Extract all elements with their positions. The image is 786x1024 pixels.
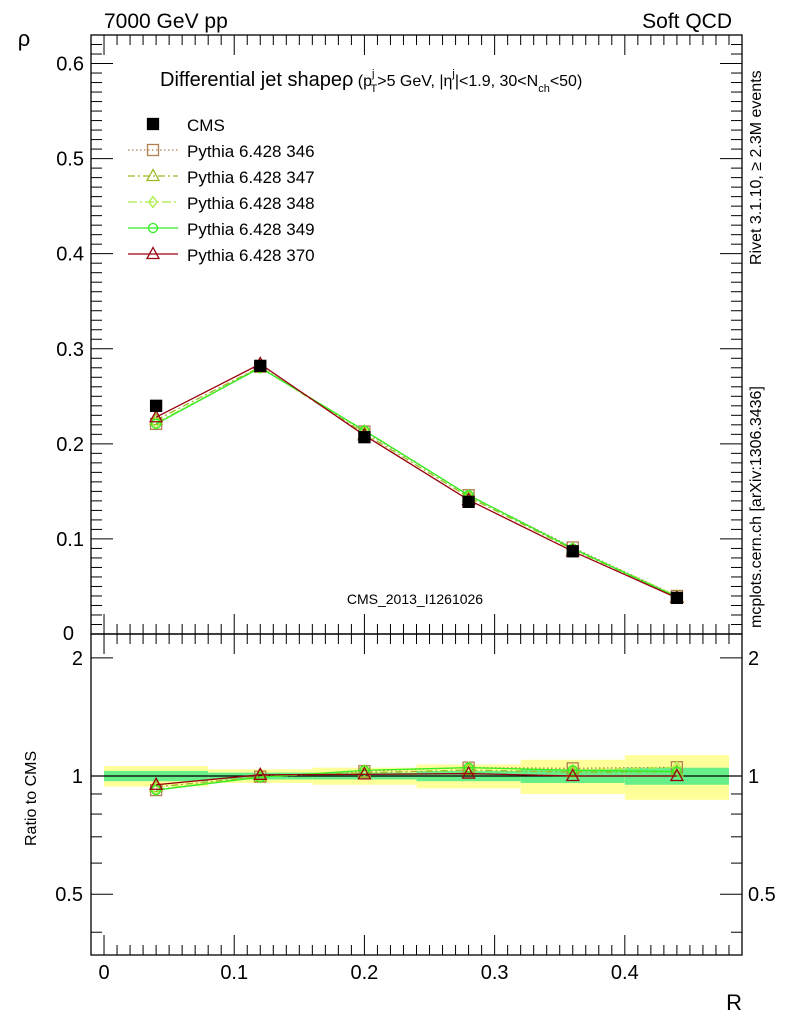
series-line (155, 366, 678, 598)
series-line (155, 363, 678, 599)
y-tick-label: 0.1 (56, 529, 84, 551)
source-label: mcplots.cern.ch [arXiv:1306.3436] (748, 386, 765, 628)
ratio-point (566, 762, 579, 775)
title-pt-sup: j (371, 68, 374, 80)
ratio-point (669, 768, 684, 782)
ratio-tick-label: 2 (72, 648, 83, 670)
header-right: Soft QCD (642, 10, 732, 33)
y-axis-label: ρ (18, 26, 31, 51)
ratio-lines (149, 760, 684, 797)
y-tick-label: 0 (63, 623, 74, 645)
legend-marker (145, 246, 161, 260)
ratio-point (253, 766, 268, 780)
data-point (566, 545, 579, 558)
legend-label: Pythia 6.428 370 (187, 246, 315, 265)
title-n-sub: ch (538, 83, 550, 95)
ratio-tick-label: 2 (748, 648, 759, 670)
ratio-line (156, 769, 677, 788)
watermark: CMS_2013_I1261026 (347, 591, 483, 607)
title-eta-sup: j (451, 68, 454, 80)
legend-marker (146, 117, 160, 131)
series-line (155, 367, 678, 598)
ratio-tick-label: 0.5 (748, 884, 776, 906)
title-rho: ρ (342, 69, 353, 91)
y-tick-label: 0.5 (56, 149, 84, 171)
y-tick-label: 0.3 (56, 339, 84, 361)
main-lines (149, 356, 684, 605)
ratio-point (567, 765, 578, 776)
title-eta: η (444, 73, 453, 90)
title-pt-cut: >5 GeV, | (377, 73, 443, 90)
series-point (150, 418, 162, 430)
ratio-axis-label: Ratio to CMS (23, 751, 40, 846)
ratio-tick-label: 1 (748, 766, 759, 788)
ratio-point (357, 766, 372, 780)
x-tick-label: 0.3 (481, 962, 509, 984)
data-point (462, 495, 475, 508)
header-left: 7000 GeV pp (104, 10, 228, 33)
legend: CMS Pythia 6.428 346 Pythia 6.428 347 Pythi… (128, 116, 315, 265)
title-eta-cut: |<1.9, 30<N (455, 73, 538, 90)
ratio-tick-label: 0.5 (55, 884, 83, 906)
title-pt-sub: T (370, 83, 377, 95)
legend-label: Pythia 6.428 349 (187, 220, 315, 239)
ratio-point (565, 768, 580, 782)
data-point (670, 591, 684, 605)
title-close: <50) (550, 73, 582, 90)
axes: 0.1 0.2 0.3 0.4 0.5 0.6 0 0.5 0.5 1 1 2 2 0 0.1 0.2 0.3 0… (55, 34, 776, 984)
ratio-line (156, 766, 677, 791)
legend-label: Pythia 6.428 348 (187, 194, 315, 213)
legend-marker (148, 195, 158, 209)
y-tick-label: 0.2 (56, 434, 84, 456)
y-tick-label: 0.4 (56, 244, 84, 266)
data-point (358, 431, 371, 444)
ratio-point (463, 762, 474, 773)
x-tick-label: 0 (98, 962, 109, 984)
ratio-tick-label: 1 (72, 766, 83, 788)
ratio-line (156, 772, 677, 786)
series-point (149, 409, 164, 423)
chart-title: Differential jet shapeρ (pj T>5 GeV, |ηj|… (160, 68, 582, 95)
legend-label: Pythia 6.428 347 (187, 168, 315, 187)
ratio-point (149, 776, 164, 790)
ratio-point (359, 763, 370, 777)
ratio-point (672, 760, 682, 774)
legend-marker (147, 222, 159, 234)
y-tick-label: 0.6 (56, 54, 84, 76)
series-point (149, 412, 164, 426)
title-open: (p (353, 73, 372, 90)
legend-marker (146, 143, 160, 157)
data-point (254, 359, 267, 373)
legend-marker (145, 168, 161, 182)
x-axis-label: R (726, 990, 742, 1015)
x-tick-label: 0.1 (220, 962, 248, 984)
ratio-point (150, 784, 162, 796)
x-tick-label: 0.2 (351, 962, 379, 984)
x-tick-label: 0.4 (611, 962, 639, 984)
title-main: Differential jet shape (160, 69, 342, 91)
legend-label: CMS (187, 116, 225, 135)
rivet-label: Rivet 3.1.10, ≥ 2.3M events (748, 70, 765, 265)
data-point (149, 399, 163, 412)
legend-label: Pythia 6.428 346 (187, 142, 315, 161)
ratio-point (461, 765, 476, 779)
